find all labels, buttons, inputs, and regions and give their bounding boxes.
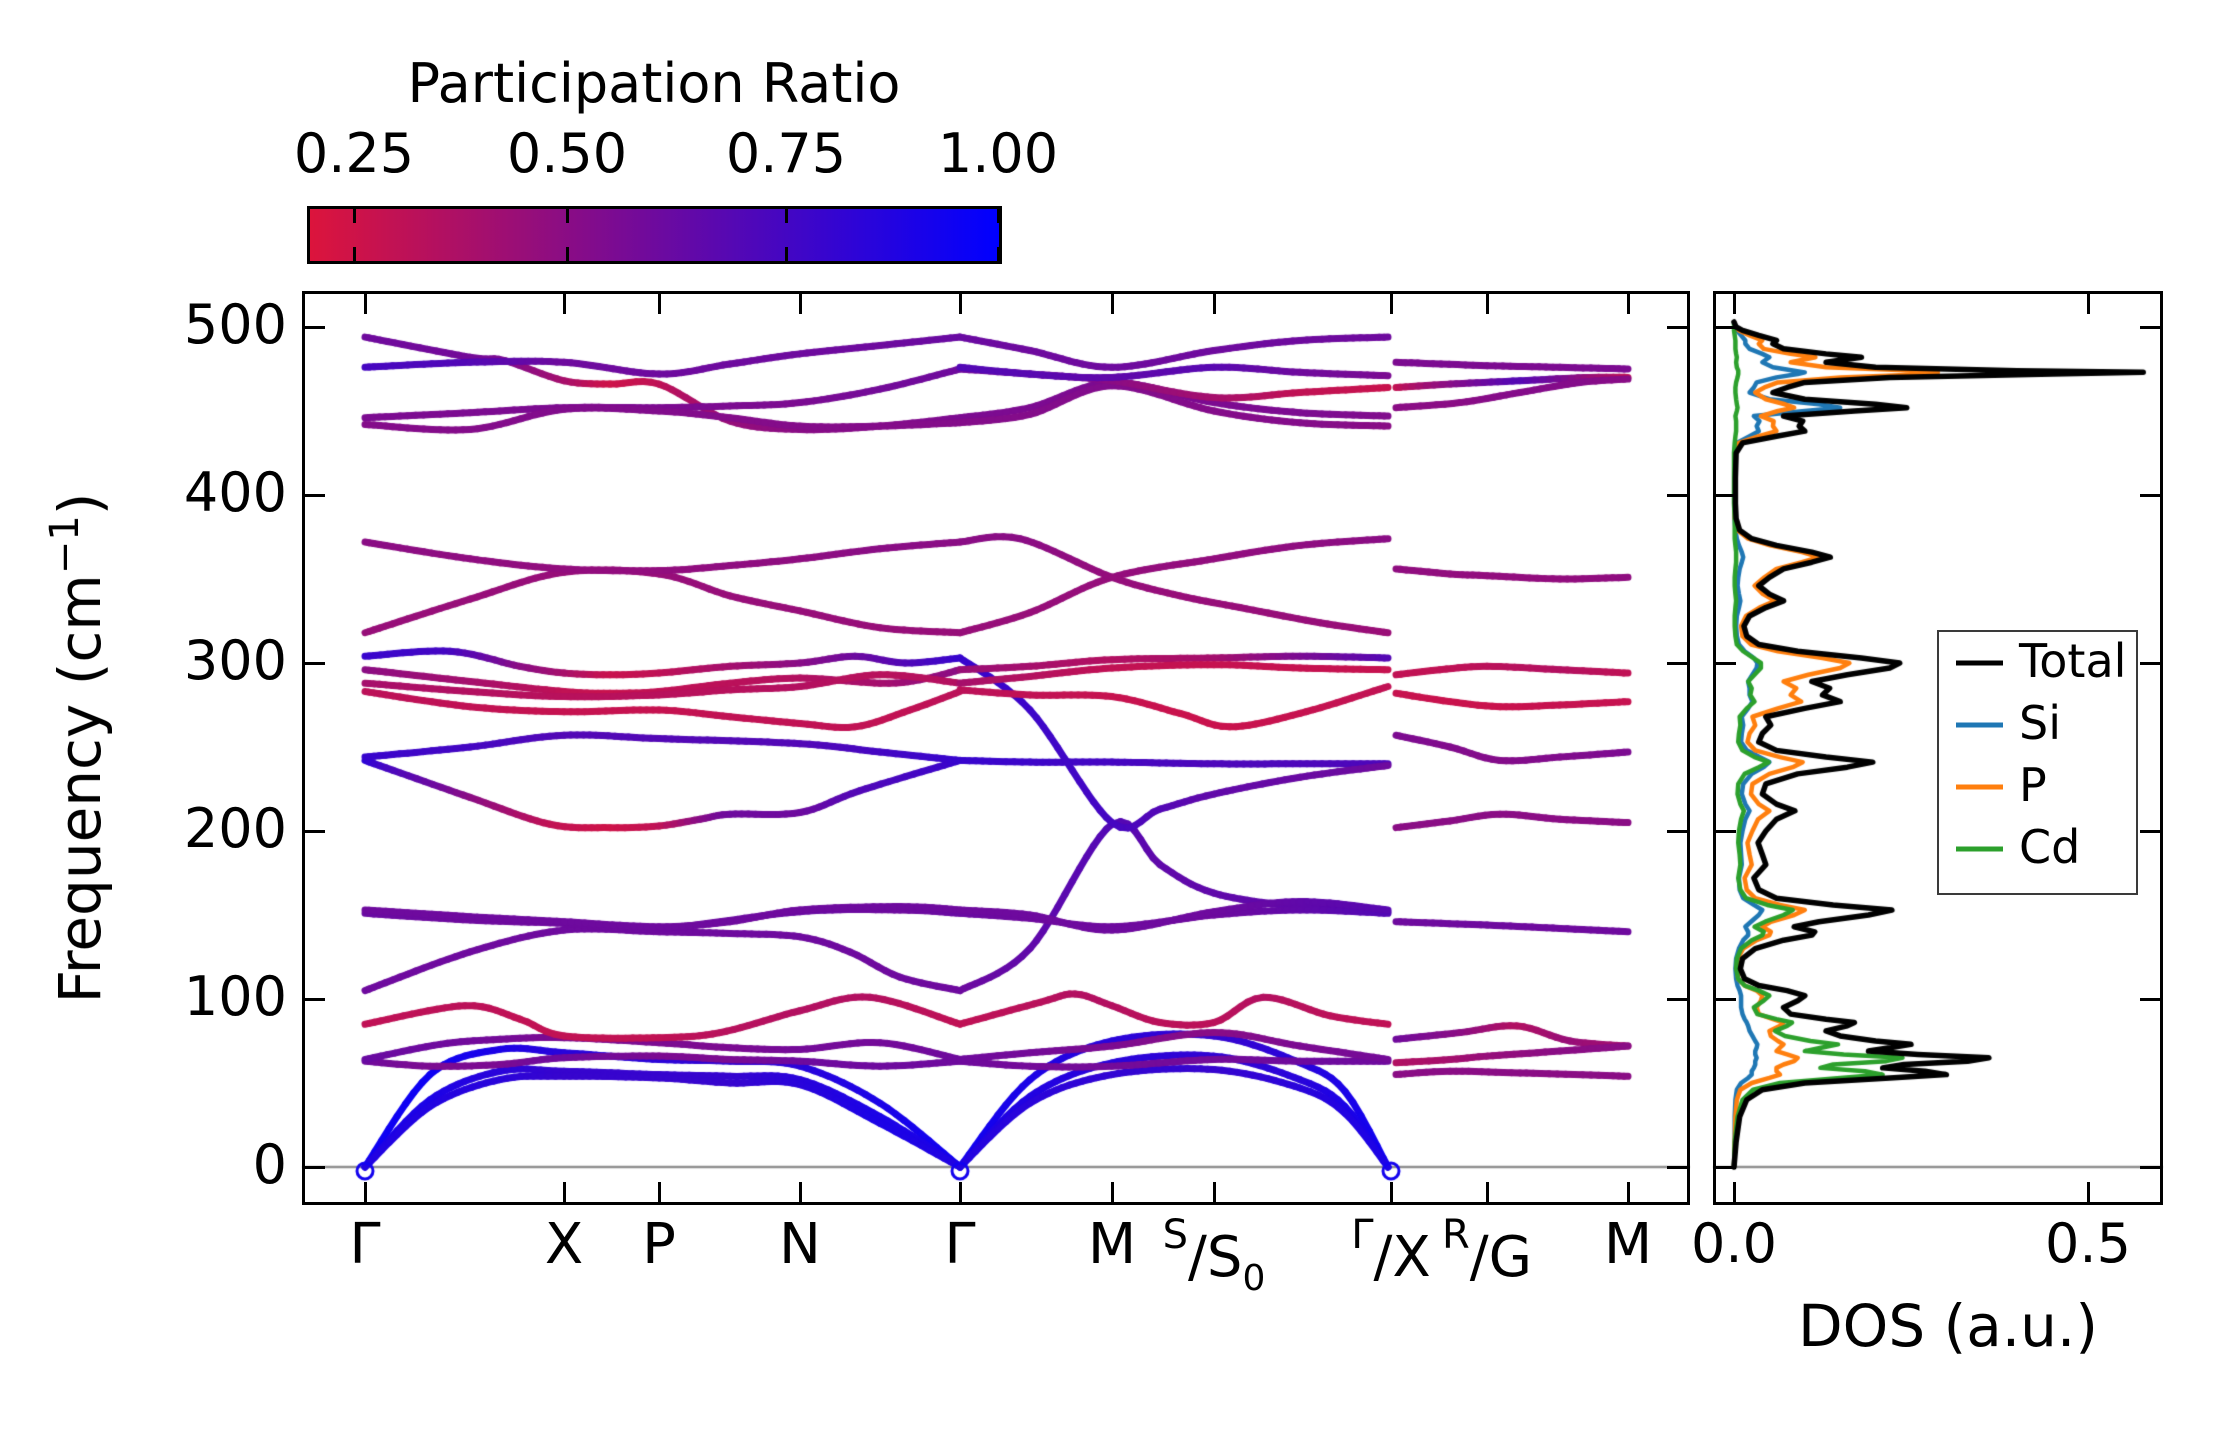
colorbar bbox=[307, 206, 1002, 264]
tick-mark bbox=[1716, 829, 1736, 833]
tick-mark bbox=[305, 829, 325, 833]
x-symmetry-label: S/S0 bbox=[1162, 1212, 1266, 1299]
dos-axis-label: DOS (a.u.) bbox=[1798, 1292, 2098, 1360]
tick-mark bbox=[2140, 325, 2160, 329]
tick-mark bbox=[1626, 294, 1630, 314]
x-symmetry-label: Γ bbox=[349, 1212, 381, 1277]
tick-mark bbox=[1485, 1182, 1489, 1202]
legend: Total Si P Cd bbox=[1937, 630, 2138, 895]
tick-mark bbox=[657, 294, 661, 314]
tick-mark bbox=[1212, 1182, 1216, 1202]
tick-mark bbox=[1732, 1182, 1736, 1202]
dos-tick-label: 0.5 bbox=[2045, 1212, 2131, 1275]
colorbar-tick-label: 0.50 bbox=[506, 122, 628, 185]
tick-mark bbox=[1485, 294, 1489, 314]
legend-line-sample bbox=[1956, 784, 2003, 790]
x-symmetry-label: Γ bbox=[944, 1212, 976, 1277]
y-tick-label: 100 bbox=[183, 964, 287, 1028]
tick-mark bbox=[2140, 829, 2160, 833]
tick-mark bbox=[1732, 294, 1736, 314]
x-symmetry-label: P bbox=[642, 1212, 676, 1277]
tick-mark bbox=[1389, 1182, 1393, 1202]
tick-mark bbox=[1389, 294, 1393, 314]
tick-mark bbox=[305, 1165, 325, 1169]
tick-mark bbox=[2086, 1182, 2090, 1202]
x-symmetry-label: Γ/X bbox=[1351, 1212, 1431, 1290]
colorbar-title: Participation Ratio bbox=[407, 52, 901, 115]
tick-mark bbox=[2086, 294, 2090, 314]
tick-mark bbox=[2140, 997, 2160, 1001]
tick-mark bbox=[363, 1182, 367, 1202]
tick-mark bbox=[2140, 661, 2160, 665]
y-tick-label: 500 bbox=[183, 292, 287, 356]
dos-panel bbox=[1713, 291, 2163, 1205]
colorbar-tick-label: 0.75 bbox=[725, 122, 847, 185]
colorbar-tick-mark bbox=[352, 209, 356, 223]
legend-label: Si bbox=[2019, 695, 2061, 750]
tick-mark bbox=[305, 325, 325, 329]
tick-mark bbox=[1716, 1165, 1736, 1169]
tick-mark bbox=[958, 294, 962, 314]
x-symmetry-label: X bbox=[544, 1212, 584, 1277]
tick-mark bbox=[1667, 661, 1687, 665]
tick-mark bbox=[363, 294, 367, 314]
colorbar-tick-mark bbox=[565, 209, 569, 223]
tick-mark bbox=[1667, 829, 1687, 833]
band-structure-panel bbox=[302, 291, 1690, 1205]
dos-tick-label: 0.0 bbox=[1691, 1212, 1777, 1275]
tick-mark bbox=[798, 1182, 802, 1202]
tick-mark bbox=[1667, 1165, 1687, 1169]
legend-line-sample bbox=[1956, 660, 2003, 666]
colorbar-tick-mark bbox=[352, 247, 356, 261]
x-symmetry-label: N bbox=[779, 1212, 821, 1277]
tick-mark bbox=[958, 1182, 962, 1202]
y-tick-label: 400 bbox=[183, 460, 287, 524]
colorbar-tick-label: 1.00 bbox=[937, 122, 1059, 185]
y-tick-label: 200 bbox=[183, 796, 287, 860]
y-tick-label: 300 bbox=[183, 628, 287, 692]
colorbar-tick-mark bbox=[784, 209, 788, 223]
legend-label: P bbox=[2019, 757, 2047, 812]
tick-mark bbox=[305, 493, 325, 497]
colorbar-tick-mark bbox=[784, 247, 788, 261]
y-tick-label: 0 bbox=[252, 1132, 287, 1196]
y-axis-label: Frequency (cm−1) bbox=[42, 492, 114, 1004]
legend-label: Total bbox=[2019, 633, 2127, 688]
tick-mark bbox=[562, 294, 566, 314]
x-symmetry-label: M bbox=[1087, 1212, 1137, 1277]
tick-mark bbox=[1716, 661, 1736, 665]
tick-mark bbox=[1110, 1182, 1114, 1202]
tick-mark bbox=[562, 1182, 566, 1202]
tick-mark bbox=[1667, 493, 1687, 497]
tick-mark bbox=[305, 661, 325, 665]
legend-line-sample bbox=[1956, 846, 2003, 852]
tick-mark bbox=[1667, 325, 1687, 329]
tick-mark bbox=[305, 997, 325, 1001]
colorbar-tick-label: 0.25 bbox=[293, 122, 415, 185]
tick-mark bbox=[1716, 493, 1736, 497]
colorbar-tick-mark bbox=[996, 247, 1000, 261]
tick-mark bbox=[1667, 997, 1687, 1001]
tick-mark bbox=[1212, 294, 1216, 314]
x-symmetry-label: R/G bbox=[1441, 1212, 1533, 1290]
tick-mark bbox=[798, 294, 802, 314]
colorbar-tick-mark bbox=[565, 247, 569, 261]
tick-mark bbox=[1110, 294, 1114, 314]
colorbar-tick-mark bbox=[996, 209, 1000, 223]
x-symmetry-label: M bbox=[1603, 1212, 1653, 1277]
legend-label: Cd bbox=[2019, 819, 2081, 874]
tick-mark bbox=[657, 1182, 661, 1202]
tick-mark bbox=[1626, 1182, 1630, 1202]
tick-mark bbox=[2140, 493, 2160, 497]
tick-mark bbox=[1716, 997, 1736, 1001]
legend-line-sample bbox=[1956, 722, 2003, 728]
tick-mark bbox=[2140, 1165, 2160, 1169]
tick-mark bbox=[1716, 325, 1736, 329]
